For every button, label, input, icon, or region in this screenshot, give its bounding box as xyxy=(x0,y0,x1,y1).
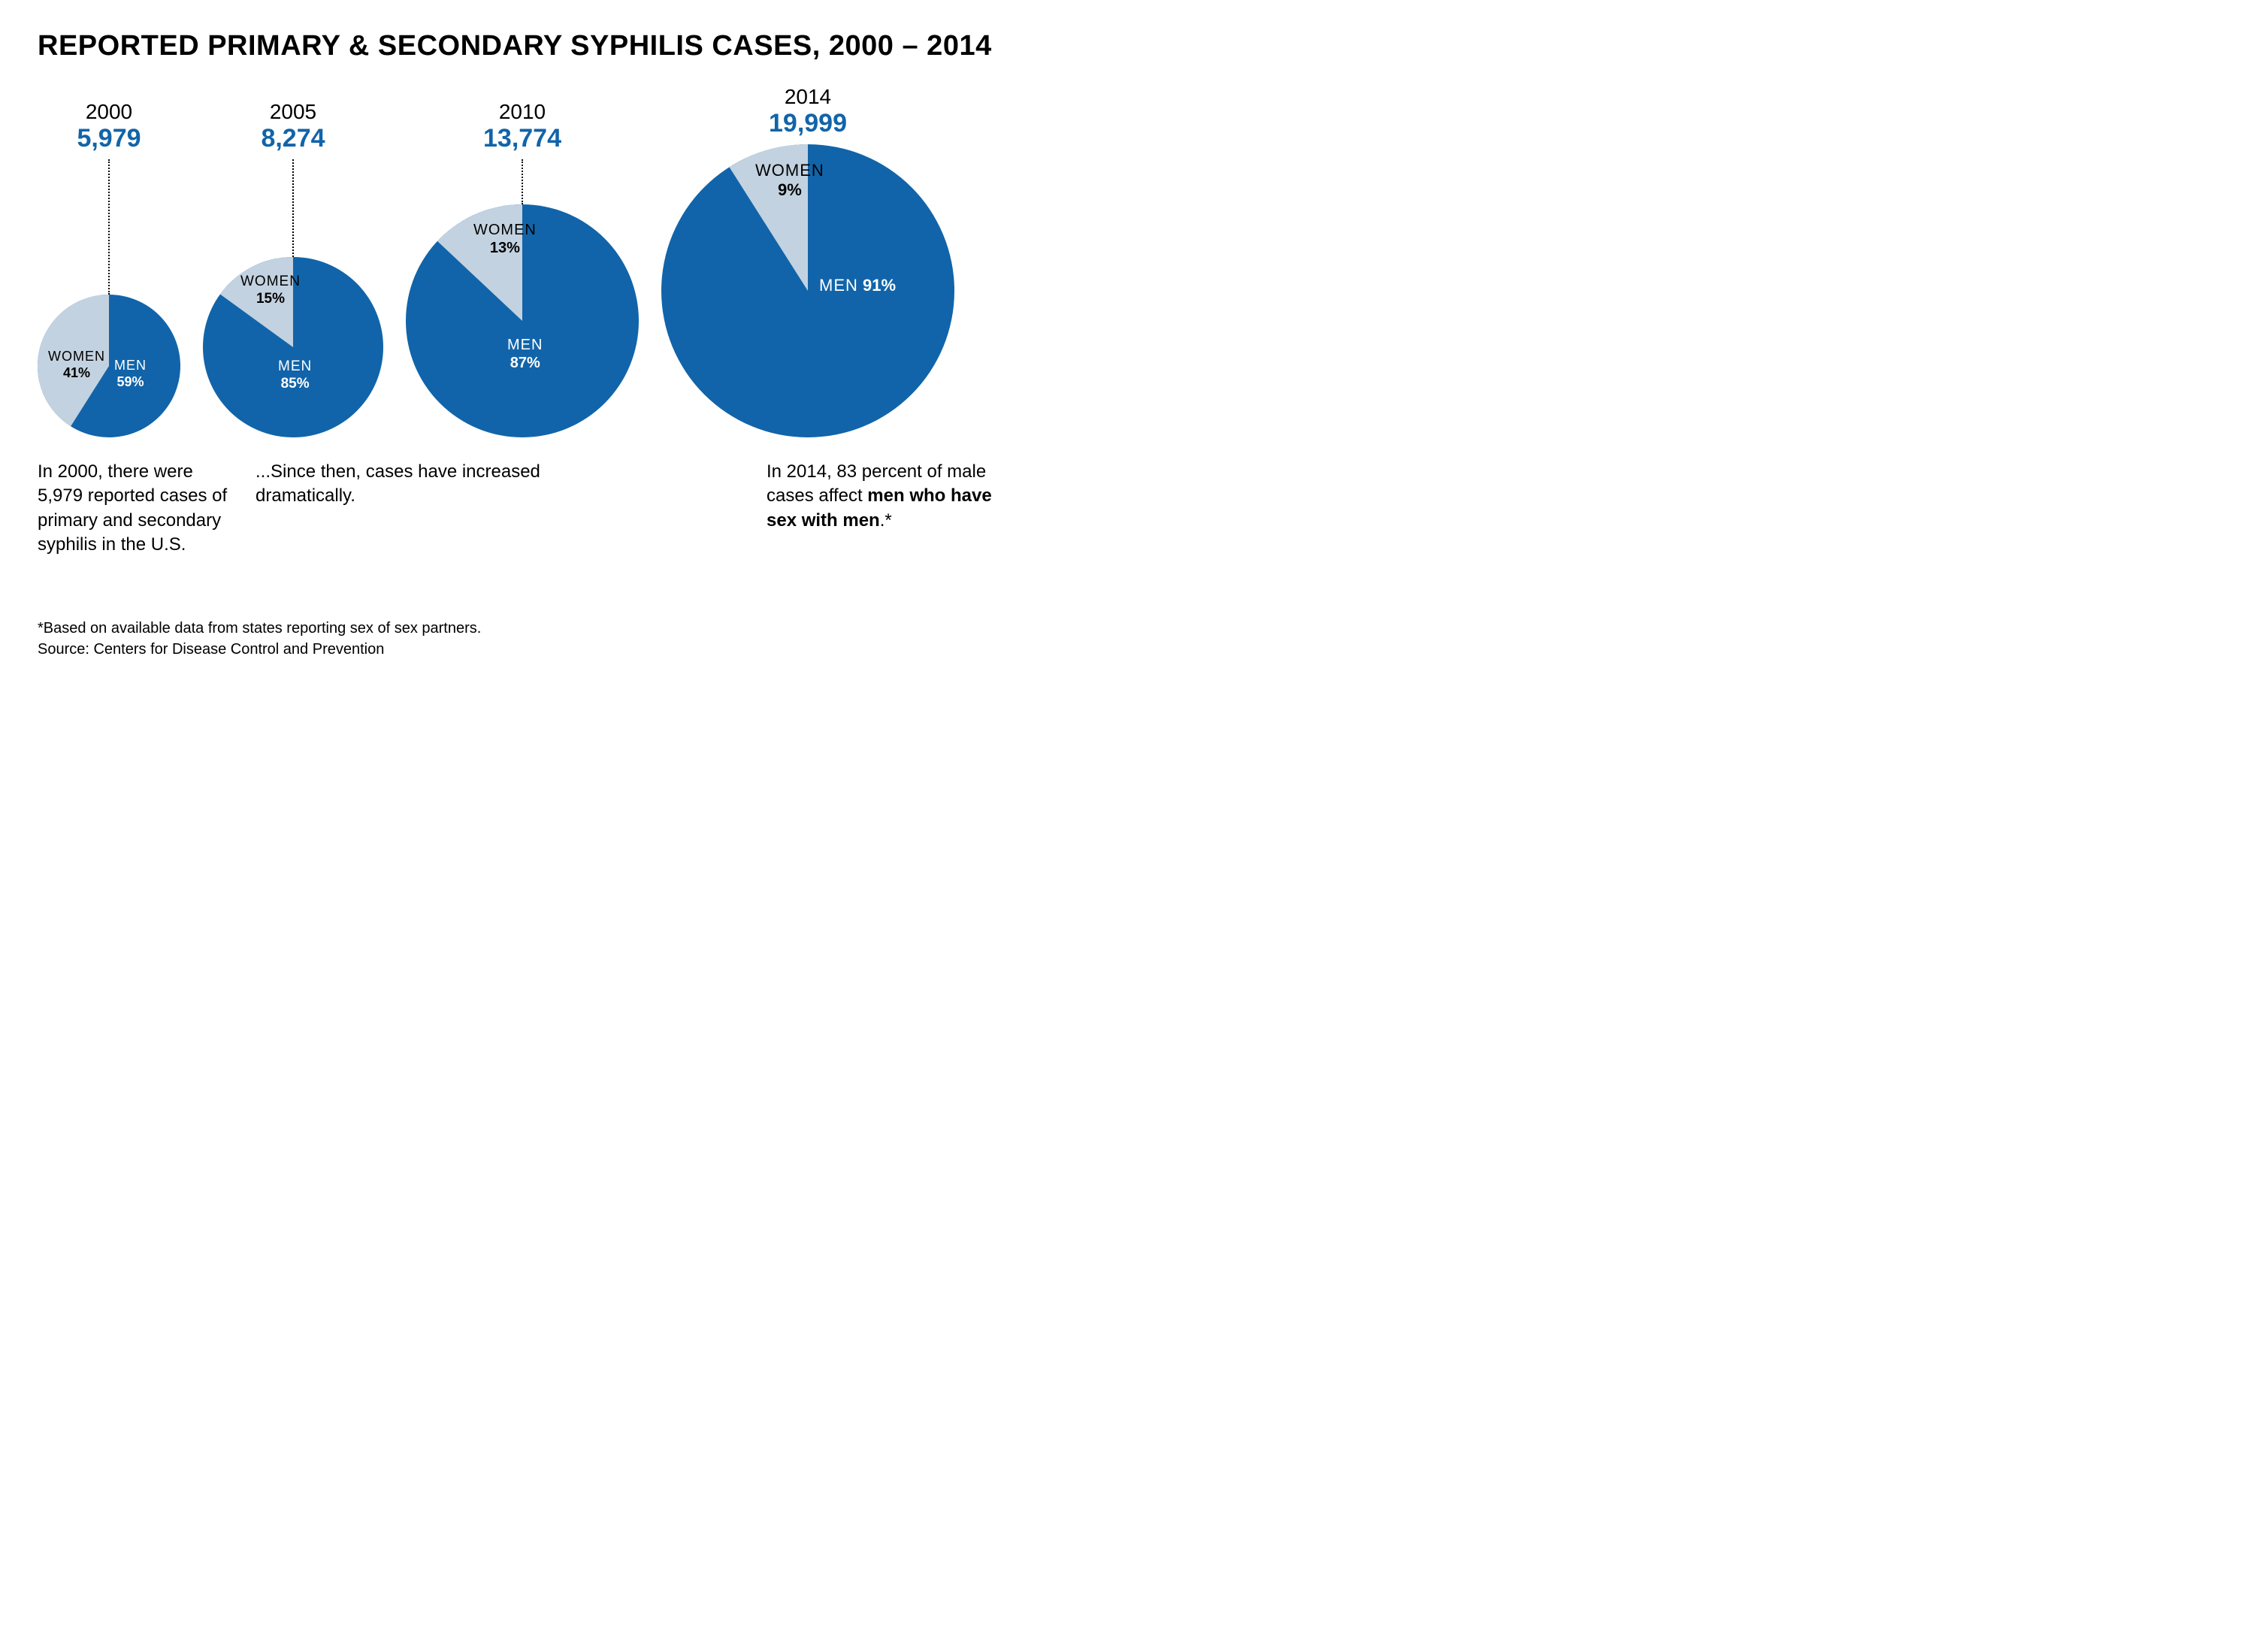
men-label: MEN87% xyxy=(507,336,543,372)
caption: In 2014, 83 percent of male cases affect… xyxy=(767,460,999,558)
women-label: WOMEN9% xyxy=(755,161,824,201)
caption: In 2000, there were 5,979 reported cases… xyxy=(38,460,233,558)
charts-row: 20005,979 WOMEN41% MEN59% 20058,274 WOMEN15%… xyxy=(38,85,1015,437)
men-label: MEN 91% xyxy=(819,276,896,295)
year-label: 2010 xyxy=(499,100,546,124)
women-label: WOMEN15% xyxy=(240,274,301,308)
caption: ...Since then, cases have increased dram… xyxy=(256,460,609,558)
chart-col-2014: 201419,999 WOMEN9% MEN 91% xyxy=(661,85,954,437)
chart-col-2005: 20058,274 WOMEN15% MEN85% xyxy=(203,100,383,437)
men-label: MEN85% xyxy=(278,358,312,393)
total-value: 5,979 xyxy=(77,124,141,153)
dotted-connector xyxy=(292,159,294,257)
women-label: WOMEN13% xyxy=(473,221,537,257)
footnote: *Based on available data from states rep… xyxy=(38,618,1015,660)
total-value: 19,999 xyxy=(769,109,847,138)
pie-chart: WOMEN9% MEN 91% xyxy=(661,144,954,437)
total-value: 13,774 xyxy=(483,124,561,153)
chart-col-2000: 20005,979 WOMEN41% MEN59% xyxy=(38,100,180,437)
year-label: 2000 xyxy=(86,100,132,124)
dotted-connector xyxy=(108,159,110,295)
pie-chart: WOMEN15% MEN85% xyxy=(203,257,383,437)
women-label: WOMEN41% xyxy=(48,349,105,381)
pie-chart: WOMEN41% MEN59% xyxy=(38,295,180,437)
footnote-line-1: *Based on available data from states rep… xyxy=(38,618,1015,639)
year-label: 2005 xyxy=(270,100,316,124)
total-value: 8,274 xyxy=(261,124,325,153)
pie-chart: WOMEN13% MEN87% xyxy=(406,204,639,437)
year-label: 2014 xyxy=(785,85,831,109)
chart-col-2010: 201013,774 WOMEN13% MEN87% xyxy=(406,100,639,437)
page-title: REPORTED PRIMARY & SECONDARY SYPHILIS CA… xyxy=(38,30,1015,62)
men-label: MEN59% xyxy=(114,358,147,390)
dotted-connector xyxy=(522,159,523,204)
footnote-line-2: Source: Centers for Disease Control and … xyxy=(38,639,1015,660)
captions-row: In 2000, there were 5,979 reported cases… xyxy=(38,460,1015,558)
